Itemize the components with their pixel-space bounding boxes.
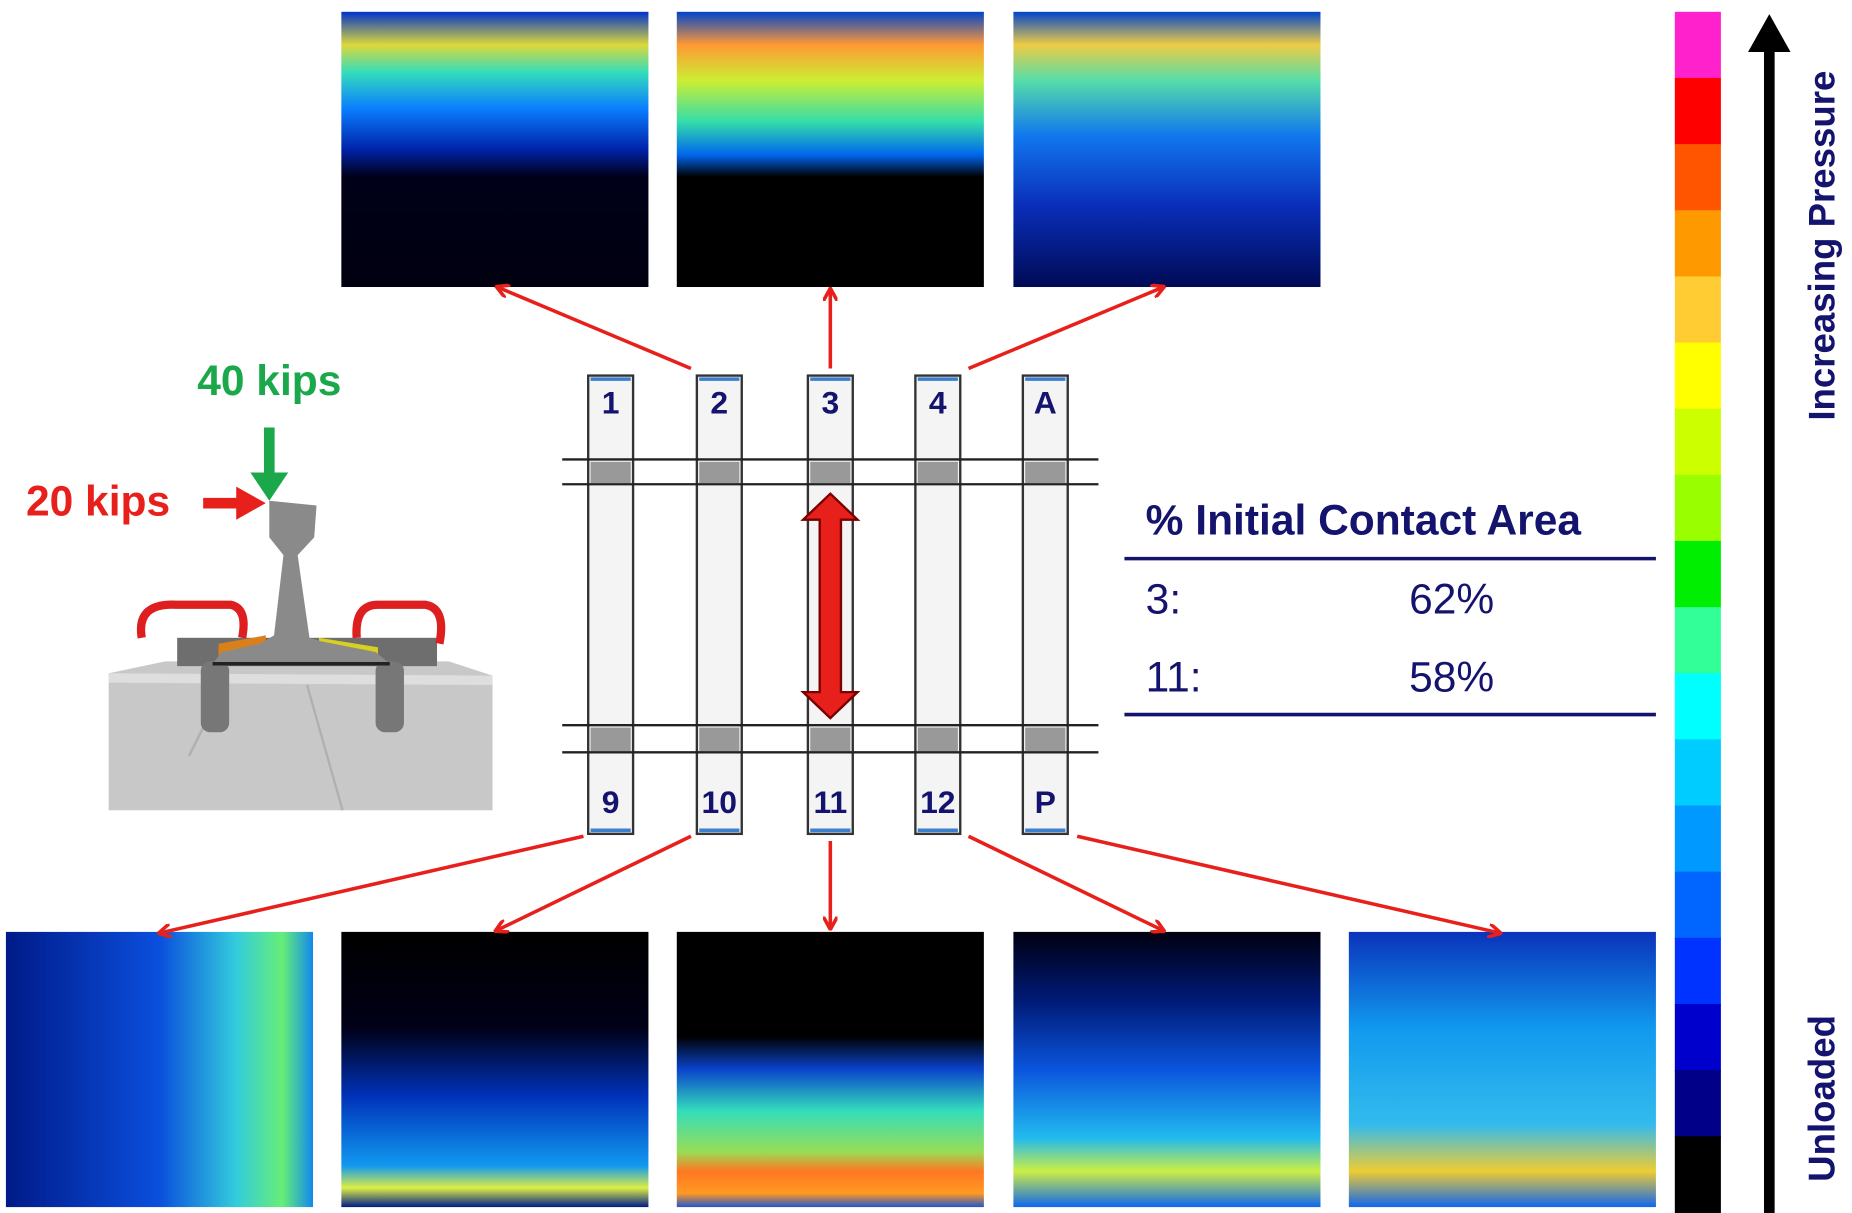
- pressure-map: [6, 932, 313, 1207]
- table-cell: 11:: [1146, 655, 1202, 702]
- colorbar-bottom-label: Unloaded: [1801, 1015, 1842, 1182]
- sensor-label: 4: [929, 385, 947, 421]
- table-cell: 3:: [1146, 577, 1181, 624]
- pressure-map: [1013, 932, 1320, 1207]
- figure: 40 kips 20 kips 1 2 3 4 A 9 10 11 12 P %…: [0, 0, 1852, 1213]
- colorbar-top-label: Increasing Pressure: [1801, 71, 1842, 421]
- lateral-load: 20 kips: [26, 479, 170, 526]
- rail-illustration: [109, 501, 493, 810]
- table-cell: 62%: [1409, 577, 1494, 624]
- sensor-label: 3: [821, 385, 839, 421]
- sensor-label: 9: [602, 784, 620, 820]
- sensor-label: 11: [813, 784, 847, 820]
- pressure-arrow-head: [1748, 14, 1791, 52]
- sensor-label: 12: [920, 784, 955, 820]
- pressure-map: [677, 12, 984, 287]
- sensor-label: P: [1035, 784, 1056, 820]
- table-cell: 58%: [1409, 655, 1494, 702]
- load-arrow-head: [250, 472, 288, 500]
- pressure-map: [677, 932, 984, 1207]
- vertical-load: 40 kips: [197, 358, 341, 405]
- sensor-label: 10: [702, 784, 737, 820]
- pressure-map: [341, 12, 648, 287]
- sensor-label: 2: [710, 385, 728, 421]
- color-bar: [1675, 12, 1721, 1213]
- sensor-label: 1: [602, 385, 620, 421]
- load-arrow-head: [236, 487, 266, 520]
- table-title: % Initial Contact Area: [1146, 497, 1582, 544]
- pressure-map: [1013, 12, 1320, 287]
- pressure-map: [341, 932, 648, 1207]
- pressure-map: [1349, 932, 1656, 1207]
- sensor-label: A: [1034, 385, 1057, 421]
